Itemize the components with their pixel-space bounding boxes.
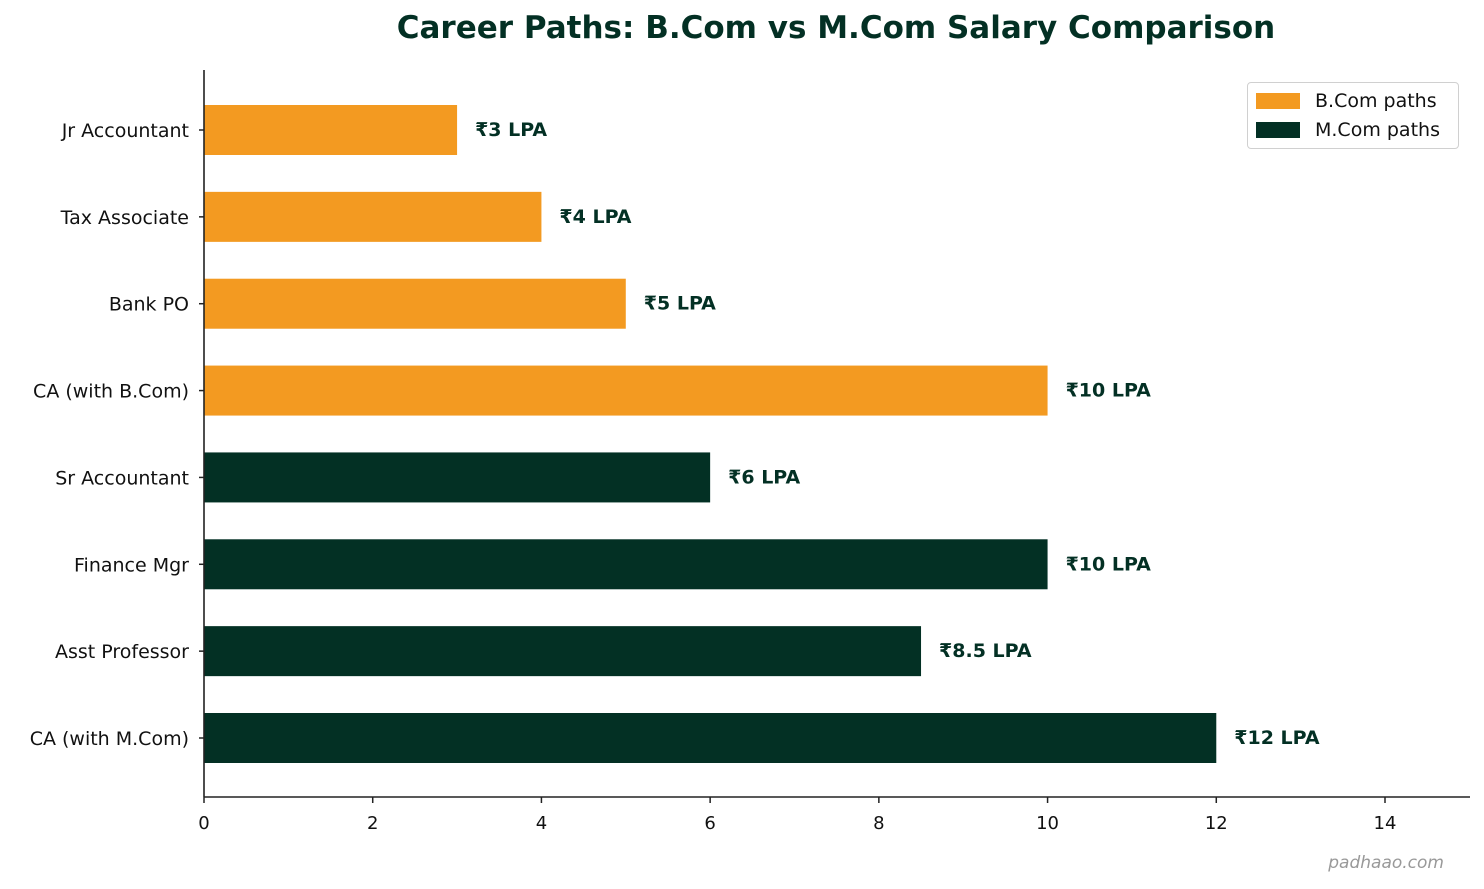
x-tick-label: 4 [536,813,547,834]
y-tick-label: CA (with M.Com) [30,728,189,750]
bar [204,105,458,155]
bar [204,626,922,677]
x-tick-label: 8 [873,813,884,834]
value-label: ₹6 LPA [728,466,800,488]
y-tick-label: CA (with B.Com) [33,381,189,403]
y-tick-label: Asst Professor [55,641,189,663]
bar [204,539,1048,590]
watermark: padhaao.com [1328,853,1444,873]
chart-title: Career Paths: B.Com vs M.Com Salary Comp… [396,10,1276,46]
x-tick-label: 0 [198,813,209,834]
legend-label-mcom: M.Com paths [1315,119,1440,141]
x-tick-label: 2 [367,813,378,834]
x-tick-label: 6 [704,813,715,834]
x-tick-label: 12 [1205,813,1228,834]
value-label: ₹3 LPA [475,119,547,141]
y-tick-label: Bank PO [109,294,189,316]
bar [204,191,542,242]
bar [204,452,711,503]
legend-swatch-bcom [1256,93,1300,109]
value-label: ₹4 LPA [559,206,631,228]
legend-swatch-mcom [1256,122,1300,138]
y-tick-label: Tax Associate [60,207,189,229]
y-tick-label: Jr Accountant [61,120,189,142]
legend-item-mcom: M.Com paths [1256,119,1440,141]
bar [204,365,1048,416]
value-label: ₹8.5 LPA [939,640,1032,662]
value-label: ₹10 LPA [1066,380,1152,402]
value-label: ₹5 LPA [644,293,716,315]
y-tick-label: Sr Accountant [55,467,189,489]
legend: B.Com paths M.Com paths [1247,82,1459,149]
bar [204,713,1217,763]
legend-label-bcom: B.Com paths [1315,90,1437,112]
x-tick-label: 10 [1036,813,1059,834]
value-label: ₹12 LPA [1234,727,1320,749]
value-label: ₹10 LPA [1066,553,1152,575]
bar [204,278,626,329]
y-tick-label: Finance Mgr [74,554,189,576]
legend-item-bcom: B.Com paths [1256,90,1437,112]
x-tick-label: 14 [1374,813,1397,834]
